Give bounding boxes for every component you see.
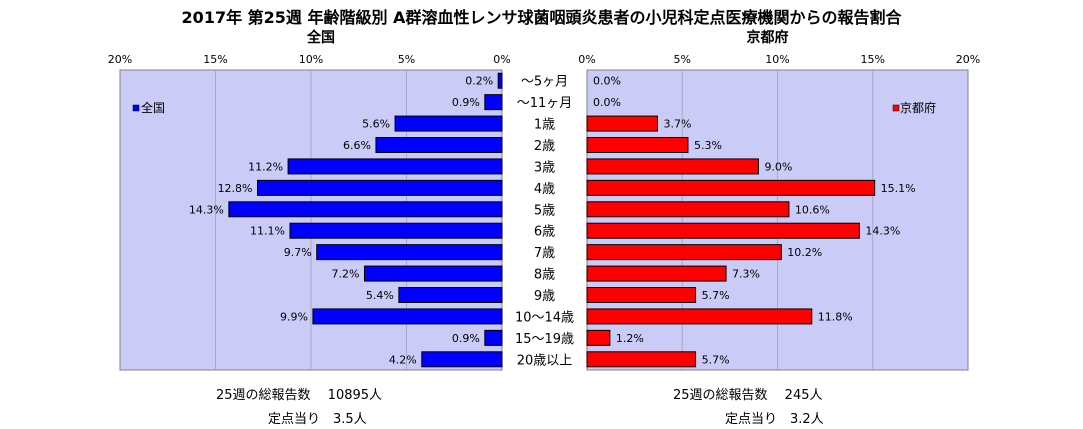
age-category-label: ～5ヶ月 [521,75,568,90]
national-bar [421,351,503,368]
national-bar [228,201,503,218]
kyoto-data-label: 9.0% [764,160,792,173]
national-data-label: 0.9% [452,96,480,109]
national-panel-label: 全国 [306,29,335,46]
national-bar [484,329,503,346]
age-category-label: 7歳 [534,246,555,261]
kyoto-data-label: 3.7% [663,118,691,131]
kyoto-total-reports: 25週の総報告数 245人 [673,388,823,403]
kyoto-data-label: 5.7% [702,289,730,302]
national-data-label: 6.6% [343,139,371,152]
age-category-label: 20歳以上 [517,353,573,368]
national-tick-label: 20% [108,53,132,66]
national-bar [375,137,503,153]
national-bar [497,72,503,89]
kyoto-data-label: 10.6% [795,203,830,216]
age-category-label: 3歳 [534,160,555,175]
kyoto-data-label: 11.8% [818,310,853,323]
national-bar [394,115,503,132]
national-data-label: 12.8% [218,182,253,195]
kyoto-bar [586,115,658,132]
kyoto-tick-label: 15% [861,53,885,66]
national-data-label: 11.1% [250,225,285,238]
kyoto-data-label: 0.0% [593,75,621,88]
national-bar [316,244,503,261]
national-data-label: 5.4% [366,289,394,302]
age-category-label: 1歳 [534,118,555,133]
kyoto-panel-label: 京都府 [747,29,789,46]
age-category-label: 9歳 [534,289,555,304]
national-bar [312,308,503,325]
kyoto-bar [586,329,611,346]
national-data-label: 9.7% [284,246,312,259]
kyoto-per-site: 定点当り 3.2人 [725,412,824,427]
national-bar [287,158,503,175]
kyoto-bar [586,351,697,368]
kyoto-data-label: 15.1% [881,182,916,195]
national-bar [257,179,503,196]
age-category-label: 10～14歳 [515,310,574,325]
kyoto-bar [586,308,813,325]
kyoto-data-label: 1.2% [616,332,644,345]
national-legend-swatch [132,104,140,112]
age-category-label: 4歳 [534,182,555,197]
kyoto-data-label: 5.3% [694,139,722,152]
kyoto-bar [586,179,876,196]
kyoto-data-label: 0.0% [593,96,621,109]
age-category-label: 5歳 [534,203,555,218]
age-category-label: 8歳 [534,268,555,283]
age-category-label: 6歳 [534,225,555,240]
kyoto-bar [586,201,790,218]
kyoto-legend-swatch [892,104,900,112]
kyoto-bar [586,222,860,239]
national-data-label: 11.2% [248,160,283,173]
kyoto-bar [586,158,759,175]
kyoto-bar [586,287,697,303]
age-category-label: 2歳 [534,139,555,154]
national-data-label: 5.6% [362,118,390,131]
kyoto-data-label: 14.3% [865,225,900,238]
kyoto-tick-label: 20% [956,53,980,66]
national-data-label: 7.2% [332,268,360,281]
age-category-label: ～11ヶ月 [517,96,573,111]
national-bar [484,94,503,111]
kyoto-bar [586,265,727,282]
national-bar [398,287,503,303]
kyoto-legend-label: 京都府 [900,100,936,115]
national-data-label: 4.2% [389,353,417,366]
national-tick-label: 15% [203,53,227,66]
kyoto-data-label: 10.2% [787,246,822,259]
national-tick-label: 0% [493,53,510,66]
kyoto-tick-label: 0% [578,53,595,66]
national-data-label: 14.3% [189,203,224,216]
national-total-reports: 25週の総報告数 10895人 [216,388,383,403]
kyoto-tick-label: 5% [674,53,691,66]
national-data-label: 0.2% [465,75,493,88]
national-per-site: 定点当り 3.5人 [268,412,367,427]
kyoto-bar [586,137,689,153]
kyoto-tick-label: 10% [765,53,789,66]
kyoto-bar [586,244,782,261]
national-tick-label: 10% [299,53,323,66]
kyoto-data-label: 7.3% [732,268,760,281]
national-legend-label: 全国 [141,100,165,115]
chart-title: 2017年 第25週 年齢階級別 A群溶血性レンサ球菌咽頭炎患者の小児科定点医療… [181,8,902,27]
national-bar [289,222,503,239]
national-data-label: 9.9% [280,310,308,323]
kyoto-data-label: 5.7% [702,353,730,366]
age-category-label: 15～19歳 [515,332,574,347]
national-tick-label: 5% [398,53,415,66]
national-data-label: 0.9% [452,332,480,345]
national-bar [363,265,503,282]
